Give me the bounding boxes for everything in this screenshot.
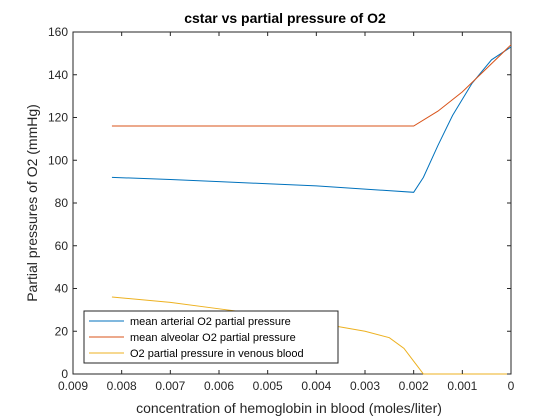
x-tick-label: 0.001 [447, 379, 477, 393]
series-lines [111, 44, 512, 375]
series-line-2 [111, 44, 512, 127]
x-tick-label: 0.003 [350, 379, 380, 393]
x-axis-ticks: 0.009 0.008 0.007 0.006 0.005 0.004 0.003 0.002… [58, 32, 515, 393]
y-axis-ticks: 0 20 40 60 80 100 120 140 160 [48, 25, 511, 381]
x-tick-label: 0.004 [301, 379, 331, 393]
legend: mean arterial O2 partial pressure mean al… [83, 310, 339, 364]
x-tick-label: 0.009 [58, 379, 88, 393]
y-tick-label: 80 [55, 196, 69, 210]
x-axis-label: concentration of hemoglobin in blood (mo… [136, 400, 442, 416]
legend-entry-label: O2 partial pressure in venous blood [130, 348, 304, 360]
y-tick-label: 0 [61, 367, 68, 381]
legend-entry-label: mean alveolar O2 partial pressure [130, 332, 296, 344]
x-tick-label: 0 [508, 379, 515, 393]
series-line-3 [111, 296, 511, 375]
y-tick-label: 100 [48, 153, 68, 167]
y-tick-label: 120 [48, 111, 68, 125]
series-line-1 [111, 46, 512, 193]
y-axis-label: Partial pressures of O2 (mmHg) [24, 104, 40, 302]
x-tick-label: 0.006 [204, 379, 234, 393]
x-tick-label: 0.002 [399, 379, 429, 393]
y-tick-label: 140 [48, 68, 68, 82]
y-tick-label: 40 [55, 282, 69, 296]
chart-title: cstar vs partial pressure of O2 [184, 10, 386, 26]
x-tick-label: 0.008 [107, 379, 137, 393]
x-tick-label: 0.007 [155, 379, 185, 393]
x-tick-label: 0.005 [253, 379, 283, 393]
y-tick-label: 60 [55, 239, 69, 253]
legend-box [83, 310, 339, 364]
y-tick-label: 160 [48, 25, 68, 39]
y-tick-label: 20 [55, 324, 69, 338]
legend-entry-label: mean arterial O2 partial pressure [130, 316, 291, 328]
